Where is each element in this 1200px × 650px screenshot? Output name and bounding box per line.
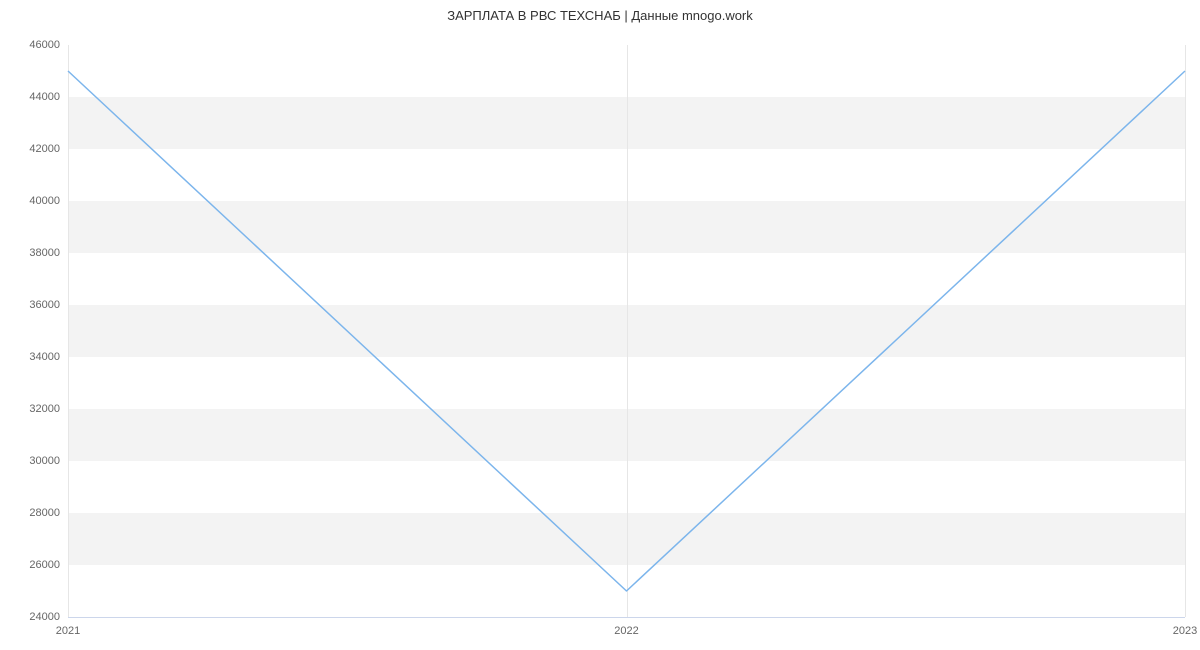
y-tick-label: 38000: [29, 247, 68, 259]
y-tick-label: 32000: [29, 403, 68, 415]
y-tick-label: 40000: [29, 195, 68, 207]
y-tick-label: 46000: [29, 39, 68, 51]
series-salary: [68, 71, 1185, 591]
x-axis-line: [68, 617, 1185, 618]
y-tick-label: 42000: [29, 143, 68, 155]
y-tick-label: 30000: [29, 455, 68, 467]
x-gridline: [1185, 45, 1186, 617]
x-tick-label: 2023: [1173, 617, 1197, 637]
x-tick-label: 2021: [56, 617, 80, 637]
y-tick-label: 26000: [29, 559, 68, 571]
series-layer: [68, 45, 1185, 617]
x-tick-label: 2022: [614, 617, 638, 637]
y-tick-label: 34000: [29, 351, 68, 363]
y-tick-label: 28000: [29, 507, 68, 519]
chart-title: ЗАРПЛАТА В РВС ТЕХСНАБ | Данные mnogo.wo…: [447, 8, 753, 23]
plot-area: 2400026000280003000032000340003600038000…: [68, 45, 1185, 617]
salary-line-chart: ЗАРПЛАТА В РВС ТЕХСНАБ | Данные mnogo.wo…: [0, 0, 1200, 650]
y-tick-label: 36000: [29, 299, 68, 311]
y-tick-label: 44000: [29, 91, 68, 103]
